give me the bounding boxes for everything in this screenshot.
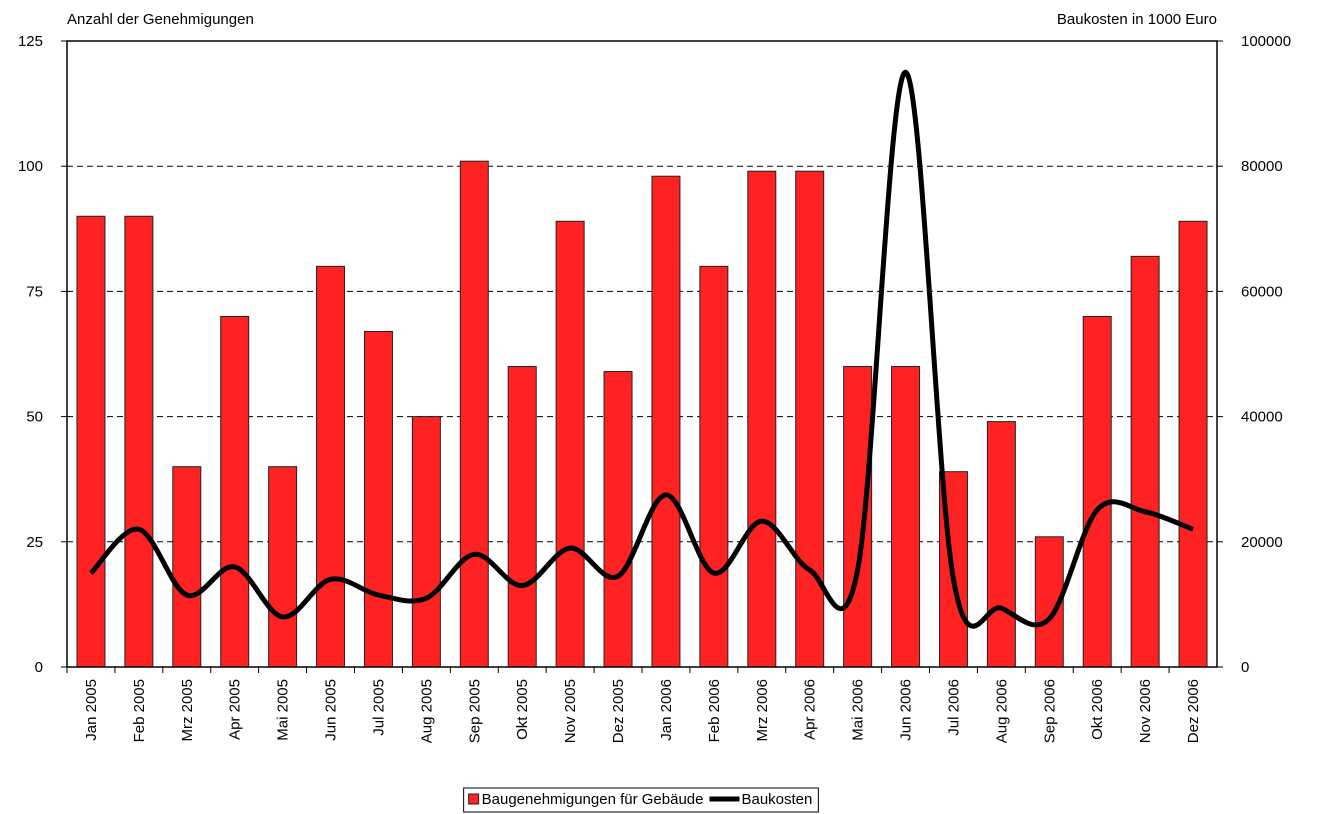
x-tick-label: Aug 2005 xyxy=(418,679,435,743)
bar xyxy=(986,421,1016,668)
bar xyxy=(555,220,585,668)
x-tick-label: Apr 2006 xyxy=(802,679,819,740)
x-tick-label: Nov 2005 xyxy=(562,679,579,743)
bar xyxy=(1130,255,1160,668)
y2-tick-label: 100000 xyxy=(1241,33,1291,50)
x-tick-label: Nov 2006 xyxy=(1137,679,1154,743)
bar xyxy=(411,416,441,668)
bar xyxy=(172,466,202,668)
y-tick-label: 0 xyxy=(35,659,43,676)
legend-box xyxy=(463,787,819,813)
legend-label: Baugenehmigungen für Gebäude xyxy=(482,791,704,808)
y-tick-label: 100 xyxy=(18,158,43,175)
x-tick-label: Jun 2006 xyxy=(898,679,915,741)
y2-tick-label: 80000 xyxy=(1241,158,1283,175)
x-tick-label: Apr 2005 xyxy=(227,679,244,740)
legend-item: Baukosten xyxy=(709,791,812,808)
x-tick-label: Okt 2006 xyxy=(1089,679,1106,740)
x-tick-label: Dez 2006 xyxy=(1185,679,1202,743)
legend-swatch xyxy=(468,793,480,805)
bar xyxy=(316,265,346,668)
x-tick-label: Feb 2006 xyxy=(706,679,723,742)
bar xyxy=(795,170,825,668)
x-tick-label: Dez 2005 xyxy=(610,679,627,743)
x-tick-label: Aug 2006 xyxy=(993,679,1010,743)
x-tick-label: Jun 2005 xyxy=(323,679,340,741)
x-tick-label: Jan 2005 xyxy=(83,679,100,741)
bar xyxy=(1178,220,1208,668)
legend-label: Baukosten xyxy=(741,791,812,808)
bar xyxy=(651,175,681,668)
y2-axis-title: Baukosten in 1000 Euro xyxy=(1057,11,1217,28)
y2-tick-label: 0 xyxy=(1241,659,1249,676)
y-tick-label: 25 xyxy=(26,534,43,551)
legend-item: Baugenehmigungen für Gebäude xyxy=(468,791,704,808)
line xyxy=(89,69,1194,629)
plot-frame xyxy=(66,40,1218,668)
bar xyxy=(1082,315,1112,668)
bar xyxy=(459,160,489,668)
y2-tick-label: 60000 xyxy=(1241,283,1283,300)
bar xyxy=(891,366,921,668)
x-tick-label: Feb 2005 xyxy=(131,679,148,742)
x-tick-label: Jan 2006 xyxy=(658,679,675,741)
y-tick-label: 125 xyxy=(18,33,43,50)
bar xyxy=(363,330,393,668)
bar xyxy=(507,366,537,668)
x-tick-label: Okt 2005 xyxy=(514,679,531,740)
bar xyxy=(268,466,298,668)
y-tick-label: 75 xyxy=(26,283,43,300)
bar xyxy=(603,371,633,668)
x-tick-label: Jul 2006 xyxy=(945,679,962,736)
y-axis-title: Anzahl der Genehmigungen xyxy=(67,11,254,28)
y2-tick-label: 20000 xyxy=(1241,534,1283,551)
x-tick-label: Sep 2005 xyxy=(466,679,483,743)
legend: Baugenehmigungen für Gebäude Baukosten xyxy=(463,787,819,813)
bar xyxy=(124,215,154,668)
y-tick-label: 50 xyxy=(26,409,43,426)
y2-tick-label: 40000 xyxy=(1241,409,1283,426)
bar xyxy=(76,215,106,668)
bar xyxy=(843,366,873,668)
x-tick-label: Sep 2006 xyxy=(1041,679,1058,743)
x-tick-label: Jul 2005 xyxy=(370,679,387,736)
bar xyxy=(220,315,250,668)
bar xyxy=(747,170,777,668)
x-tick-label: Mrz 2005 xyxy=(179,679,196,742)
x-tick-label: Mai 2005 xyxy=(275,679,292,741)
x-tick-label: Mai 2006 xyxy=(850,679,867,741)
x-tick-label: Mrz 2006 xyxy=(754,679,771,742)
bar xyxy=(699,265,729,668)
